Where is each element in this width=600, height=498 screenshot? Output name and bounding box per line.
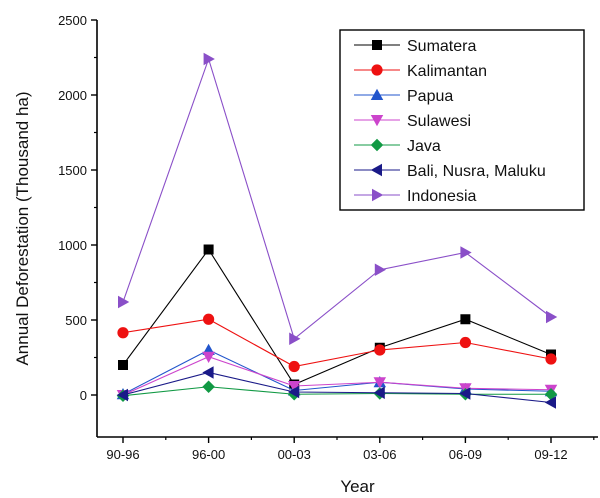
legend-label: Papua [407, 88, 453, 105]
y-ticks: 0 500 1000 1500 2000 2500 [58, 13, 97, 403]
data-point [117, 327, 129, 339]
legend-label: Sulawesi [407, 113, 471, 130]
series-line [122, 371, 552, 404]
data-point [118, 295, 130, 309]
series-line [122, 318, 552, 368]
x-tick-label: 06-09 [449, 447, 482, 462]
legend-label: Indonesia [407, 188, 476, 205]
series-indonesia [118, 52, 558, 345]
legend-label: Kalimantan [407, 63, 487, 80]
data-point [116, 388, 128, 402]
y-tick-label: 500 [65, 313, 87, 328]
legend-label: Bali, Nusra, Maluku [407, 163, 546, 180]
series-line [122, 386, 551, 397]
data-point [202, 351, 215, 363]
data-point [287, 385, 300, 399]
x-tick-label: 00-03 [278, 447, 311, 462]
data-point [202, 380, 215, 393]
series-kalimantan [117, 313, 557, 373]
data-point [459, 336, 471, 349]
y-tick-label: 1000 [58, 238, 87, 253]
x-tick-label: 96-00 [192, 447, 225, 462]
y-tick-label: 1500 [58, 163, 87, 178]
legend-label: Sumatera [407, 38, 476, 55]
data-point [371, 64, 383, 76]
data-point [203, 313, 215, 325]
x-ticks: 90-96 96-00 00-03 03-06 06-09 09-12 [106, 437, 595, 462]
x-tick-label: 09-12 [534, 447, 567, 462]
data-point [374, 263, 387, 276]
data-point [546, 310, 558, 324]
x-tick-label: 03-06 [363, 447, 396, 462]
data-point [370, 115, 384, 127]
axes [96, 20, 598, 438]
data-point [288, 360, 300, 373]
data-point [544, 396, 556, 409]
y-tick-label: 0 [80, 388, 87, 403]
data-point [289, 332, 301, 345]
series-line [122, 248, 552, 386]
series-line [122, 356, 552, 396]
data-point [202, 366, 214, 379]
y-tick-label: 2000 [58, 88, 87, 103]
data-point [287, 381, 301, 393]
data-point [370, 138, 384, 152]
data-point [373, 377, 387, 389]
data-point [118, 360, 128, 370]
x-tick-label: 90-96 [106, 447, 139, 462]
data-point [203, 52, 215, 66]
data-point [373, 386, 385, 399]
series-bali-nusra-maluku [116, 366, 556, 409]
data-point [203, 244, 214, 255]
data-point [370, 88, 384, 100]
series-papua [116, 343, 558, 400]
data-point [460, 246, 472, 259]
data-point [459, 387, 471, 400]
data-point [372, 40, 382, 50]
series-group [116, 52, 558, 409]
data-point [545, 353, 557, 365]
series-line [122, 57, 552, 340]
data-point [374, 344, 386, 356]
data-point [460, 314, 471, 325]
x-axis-title: Year [340, 477, 375, 496]
legend: Sumatera Kalimantan Papua Sulawesi Java Bali,… [339, 29, 585, 211]
series-line [122, 349, 552, 395]
y-tick-label: 2500 [58, 13, 87, 28]
y-axis-title: Annual Deforestation (Thousand ha) [13, 91, 32, 365]
data-point [370, 163, 382, 177]
legend-label: Java [407, 138, 441, 155]
data-point [372, 188, 384, 202]
